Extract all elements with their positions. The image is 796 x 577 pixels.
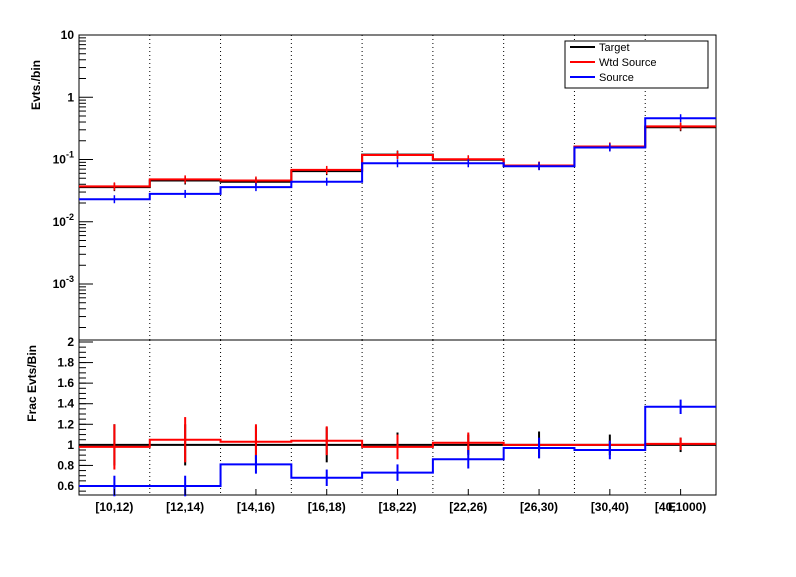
ratio-y-tick-label: 1.4 [57, 397, 74, 411]
legend-label-source: Source [599, 72, 634, 84]
top-series-source [79, 117, 716, 201]
top-series-group [79, 114, 716, 204]
ratio-series-source [79, 405, 716, 487]
top-y-axis-label: Evts./bin [29, 60, 43, 110]
legend-label-wtd-source: Wtd Source [599, 57, 656, 69]
legend-label-target: Target [599, 42, 630, 54]
ratio-y-axis: 0.6 0.8 1 1.2 1.4 1.6 1.8 2 [57, 335, 93, 493]
x-axis-label-partial: E [668, 500, 676, 514]
ratio-series-wtd-source [79, 438, 716, 448]
top-y-tick-label: 10-3 [53, 274, 74, 291]
top-y-tick-label: 10 [61, 28, 75, 42]
ratio-series-group [79, 399, 716, 497]
ratio-y-tick-label: 0.8 [57, 458, 74, 472]
x-tick-label: [12,14) [166, 500, 204, 514]
top-y-tick-label: 10-2 [53, 212, 74, 229]
x-tick-label: [30,40) [591, 500, 629, 514]
x-tick-label: [22,26) [449, 500, 487, 514]
ratio-y-tick-label: 1.6 [57, 376, 74, 390]
top-y-axis: 10 1 10-1 10-2 10-3 [53, 28, 93, 329]
ratio-y-tick-label: 1.2 [57, 417, 74, 431]
x-tick-label: [14,16) [237, 500, 275, 514]
legend-box [564, 40, 709, 89]
top-y-tick-label: 1 [67, 90, 74, 104]
ratio-y-tick-label: 1.8 [57, 356, 74, 370]
legend: Target Wtd Source Source [564, 40, 709, 89]
x-tick-labels: [10,12) [12,14) [14,16) [16,18) [18,22) [22,2… [95, 489, 706, 514]
x-tick-label: [16,18) [308, 500, 346, 514]
ratio-y-tick-label: 0.6 [57, 479, 74, 493]
ratio-y-tick-label: 2 [67, 335, 74, 349]
ratio-y-tick-label: 1 [67, 438, 74, 452]
x-tick-label: [18,22) [378, 500, 416, 514]
x-tick-label: [40,1000) [655, 500, 706, 514]
top-y-tick-label: 10-1 [53, 150, 74, 167]
x-tick-label: [26,30) [520, 500, 558, 514]
ratio-y-axis-label: Frac Evts/Bin [25, 345, 39, 422]
x-tick-label: [10,12) [95, 500, 133, 514]
